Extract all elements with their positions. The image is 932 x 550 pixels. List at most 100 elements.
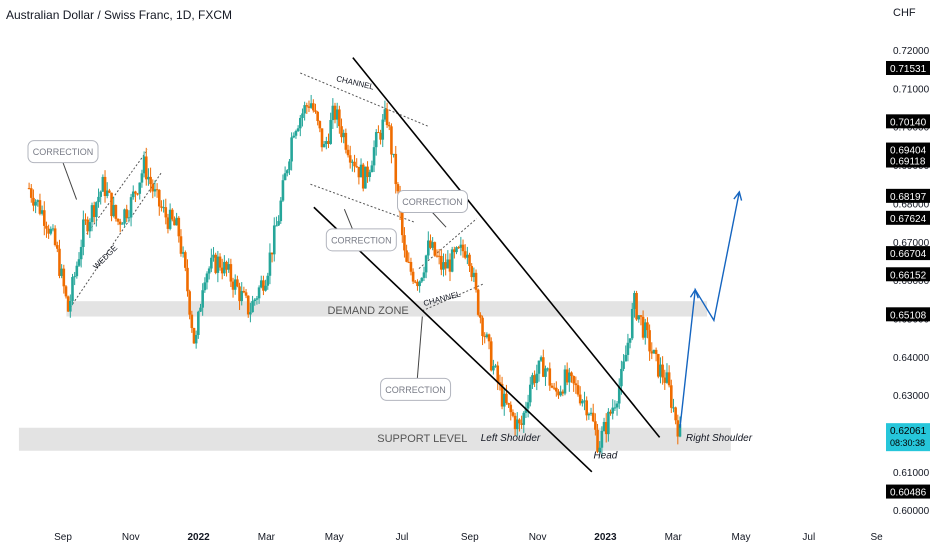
candle-body-162 — [379, 132, 382, 140]
price-label-3: 0.69118 — [890, 157, 926, 168]
y-tick-0: 0.72000 — [893, 46, 930, 57]
candle-body-291 — [659, 364, 662, 377]
candle-body-102 — [249, 312, 252, 315]
candle-body-190 — [440, 255, 443, 270]
candle-body-186 — [431, 242, 434, 248]
candle-body-200 — [461, 244, 465, 252]
candle-body-59 — [155, 189, 159, 191]
candle-body-144 — [340, 126, 343, 138]
y-tick-9: 0.63000 — [893, 391, 930, 402]
price-label-bg-5 — [886, 210, 930, 225]
channel-line-0 — [313, 206, 593, 473]
candle-body-56 — [149, 176, 152, 185]
candle-body-265 — [602, 421, 606, 431]
candle-body-268 — [609, 411, 612, 414]
candle-body-263 — [598, 447, 602, 452]
candle-body-62 — [162, 207, 165, 209]
dotted-line-5 — [422, 283, 484, 312]
candle-body-183 — [424, 255, 428, 273]
candle-body-154 — [361, 164, 365, 189]
candle-body-254 — [578, 394, 582, 404]
candle-body-33 — [99, 191, 102, 197]
y-tick-6: 0.66000 — [893, 276, 930, 287]
price-axis[interactable]: 0.720000.710000.700000.690000.680000.670… — [886, 46, 930, 517]
price-label-bg-2 — [886, 142, 930, 157]
candle-body-215 — [494, 365, 497, 367]
candle-body-75 — [190, 314, 194, 329]
candle-body-164 — [383, 109, 387, 120]
candle-body-45 — [125, 209, 129, 219]
candle-body-31 — [95, 202, 98, 218]
candle-body-138 — [327, 141, 330, 144]
candle-body-297 — [672, 407, 675, 409]
candle-body-46 — [127, 217, 131, 219]
price-label-10: 0.60486 — [890, 488, 927, 499]
candle-body-196 — [453, 249, 456, 253]
candle-body-206 — [474, 272, 478, 290]
candle-body-219 — [502, 393, 506, 407]
candle-body-55 — [147, 176, 150, 180]
candle-body-198 — [457, 247, 460, 249]
forecast-layer — [679, 190, 743, 428]
pattern-label-6: WEDGE — [91, 243, 119, 271]
candle-body-182 — [422, 272, 426, 278]
candle-body-296 — [670, 385, 673, 408]
candle-body-214 — [492, 366, 495, 371]
candle-body-267 — [607, 411, 610, 435]
candle-body-153 — [359, 164, 363, 178]
candle-body-27 — [86, 219, 89, 232]
candle-body-20 — [71, 277, 74, 301]
candle-body-109 — [264, 285, 267, 291]
candle-body-167 — [390, 126, 393, 155]
candle-body-116 — [279, 200, 283, 222]
current-price-bg — [886, 423, 930, 452]
candle-body-64 — [166, 217, 170, 229]
candle-body-22 — [75, 265, 79, 277]
forecast-arrow-1 — [689, 288, 699, 299]
x-tick-11: Jul — [802, 532, 815, 543]
candle-body-204 — [470, 266, 473, 278]
time-axis[interactable]: Sep Nov 2022 Mar May Jul Sep Nov 2023 Mar May Jul Se — [54, 532, 883, 543]
candle-body-259 — [589, 412, 593, 414]
candle-body-233 — [533, 375, 536, 384]
x-tick-2: 2022 — [187, 532, 210, 543]
pattern-label-9: Left Shoulder — [481, 433, 541, 444]
candle-body-2 — [32, 197, 35, 206]
candle-body-179 — [416, 281, 419, 287]
candle-body-221 — [507, 403, 510, 405]
callout-box-2 — [397, 189, 469, 213]
price-label-bg-6 — [886, 246, 930, 261]
candle-body-112 — [270, 252, 274, 255]
candle-body-270 — [613, 407, 617, 409]
candle-body-82 — [205, 273, 209, 283]
candle-body-85 — [212, 254, 215, 258]
candle-body-60 — [157, 189, 161, 207]
candle-body-283 — [641, 316, 645, 338]
candle-body-159 — [372, 147, 376, 166]
candle-body-34 — [101, 176, 105, 192]
candle-body-0 — [27, 188, 31, 190]
candle-body-288 — [652, 349, 656, 354]
candle-body-151 — [355, 166, 359, 168]
candle-body-107 — [259, 280, 263, 288]
candle-body-239 — [546, 368, 549, 370]
candle-body-81 — [203, 282, 207, 291]
candle-body-285 — [646, 322, 649, 331]
candle-body-280 — [635, 292, 638, 320]
candle-body-35 — [103, 176, 107, 197]
candle-body-284 — [643, 322, 647, 338]
candle-body-16 — [62, 268, 66, 287]
candle-body-52 — [140, 173, 144, 183]
forecast-path — [679, 191, 740, 428]
candle-body-145 — [342, 132, 345, 138]
candle-body-255 — [581, 400, 584, 404]
candle-body-147 — [346, 149, 350, 156]
price-label-bg-10 — [886, 484, 930, 499]
zone-0 — [66, 301, 708, 317]
candle-body-256 — [583, 400, 586, 402]
candle-body-273 — [620, 368, 623, 387]
candle-body-50 — [136, 193, 139, 195]
candle-body-241 — [550, 385, 554, 388]
candle-body-36 — [105, 190, 109, 197]
